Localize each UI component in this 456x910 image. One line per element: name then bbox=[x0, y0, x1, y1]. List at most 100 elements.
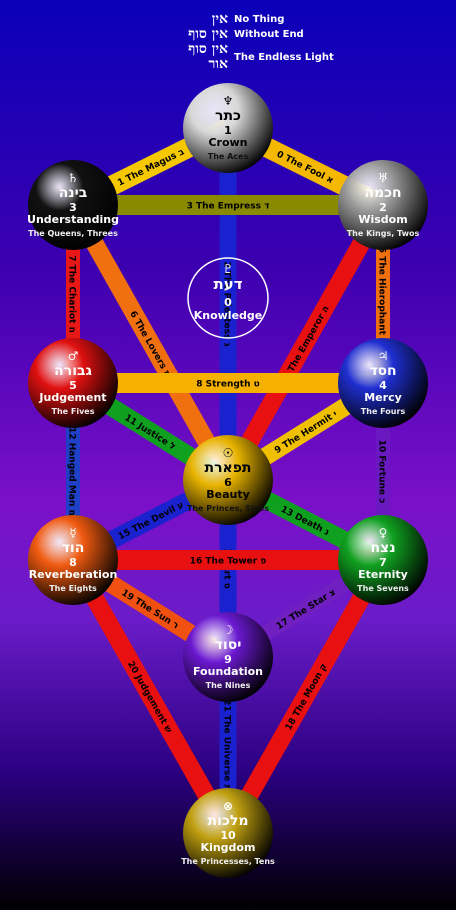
sephira-sphere-6 bbox=[183, 435, 273, 525]
path-label-21: 21 The Universe ת bbox=[222, 699, 232, 790]
sephira-name-10: Kingdom bbox=[201, 841, 256, 854]
daath-number: 0 bbox=[224, 296, 232, 309]
sephira-number-6: 6 bbox=[224, 476, 232, 489]
sephira-name-7: Eternity bbox=[358, 568, 408, 581]
path-label-8: 8 Strength ט bbox=[196, 380, 260, 390]
sephira-symbol-9: ☽ bbox=[223, 623, 234, 637]
sephira-hebrew-2: חכמה bbox=[364, 185, 401, 201]
sephira-symbol-1: ♆ bbox=[223, 94, 234, 108]
path-16: 16 The Tower פ bbox=[73, 550, 383, 570]
path-label-9: 9 The Hermit י bbox=[273, 409, 339, 456]
sephira-sub-9: The Nines bbox=[206, 681, 251, 690]
sephira-hebrew-4: חסד bbox=[369, 363, 396, 379]
sephira-number-3: 3 bbox=[69, 201, 77, 214]
sephira-sub-5: The Fives bbox=[52, 407, 95, 416]
path-band-18 bbox=[220, 555, 391, 838]
sephira-name-4: Mercy bbox=[364, 391, 402, 404]
path-band-6 bbox=[65, 200, 236, 485]
path-label-12: 12 Hanged Man מ bbox=[67, 427, 77, 516]
daath-hebrew: דעת bbox=[213, 275, 242, 293]
sephira-sub-1: The Aces bbox=[208, 152, 249, 161]
path-label-18: 18 The Moon ק bbox=[284, 662, 330, 732]
path-8: 8 Strength ט bbox=[73, 373, 383, 393]
sephira-name-9: Foundation bbox=[193, 665, 263, 678]
sephira-hebrew-8: הוד bbox=[62, 540, 85, 556]
sephira-number-5: 5 bbox=[69, 379, 77, 392]
sephira-hebrew-7: נצח bbox=[370, 540, 395, 556]
sephira-number-2: 2 bbox=[379, 201, 387, 214]
ain-label: No Thing bbox=[234, 14, 285, 25]
sephira-name-1: Crown bbox=[208, 136, 247, 149]
sephira-number-7: 7 bbox=[379, 556, 387, 569]
ain-row-2: אין סוף אור The Endless Light bbox=[170, 42, 370, 72]
path-label-4: 4 The Emperor ה bbox=[282, 304, 332, 382]
sephira-symbol-2: ♅ bbox=[378, 171, 389, 185]
daath-circle bbox=[187, 257, 269, 339]
path-band-20 bbox=[65, 555, 236, 838]
sephira-sphere-10 bbox=[183, 788, 273, 878]
sephira-symbol-5: ♂ bbox=[68, 349, 79, 363]
sephira-hebrew-3: בינה bbox=[59, 185, 88, 201]
sephira-sphere-4 bbox=[338, 338, 428, 428]
path-band-4 bbox=[220, 200, 391, 485]
sephira-number-1: 1 bbox=[224, 124, 232, 137]
path-label-2: 2 The Priestess ג bbox=[222, 261, 232, 346]
sephira-sub-2: The Kings, Twos bbox=[347, 229, 420, 238]
path-label-15: 15 The Devil ע bbox=[117, 500, 186, 542]
sephira-sphere-8 bbox=[28, 515, 118, 605]
sephira-number-10: 10 bbox=[220, 829, 236, 842]
path-3: 3 The Empress ד bbox=[73, 195, 383, 215]
sephira-symbol-3: ♄ bbox=[68, 171, 79, 185]
path-label-6: 6 The Lovers ז bbox=[127, 310, 171, 378]
sephira-symbol-4: ♃ bbox=[378, 349, 389, 363]
ain-soph-aur-hebrew: אין סוף אור bbox=[188, 41, 228, 72]
sephira-number-9: 9 bbox=[224, 653, 232, 666]
sephira-sphere-7 bbox=[338, 515, 428, 605]
sephira-sub-3: The Queens, Threes bbox=[28, 229, 118, 238]
sephira-sphere-2 bbox=[338, 160, 428, 250]
sephira-sphere-3 bbox=[28, 160, 118, 250]
ain-soph-label: Without End bbox=[234, 29, 304, 40]
sephira-sub-10: The Princesses, Tens bbox=[181, 857, 275, 866]
sephira-name-3: Understanding bbox=[27, 213, 119, 226]
sephira-hebrew-9: יסוד bbox=[215, 637, 242, 653]
ain-row-1: אין סוף Without End bbox=[170, 27, 370, 42]
sephira-sub-7: The Sevens bbox=[357, 584, 409, 593]
path-2: 2 The Priestess ג bbox=[219, 128, 237, 480]
sephira-hebrew-10: מלכות bbox=[208, 813, 249, 829]
sephira-hebrew-5: גבורה bbox=[54, 363, 92, 379]
sephira-sphere-5 bbox=[28, 338, 118, 428]
path-label-3: 3 The Empress ד bbox=[187, 202, 270, 212]
sephira-sub-6: The Princes, Sixes bbox=[187, 504, 269, 513]
sephira-name-2: Wisdom bbox=[358, 213, 407, 226]
sephira-number-4: 4 bbox=[379, 379, 387, 392]
sephira-symbol-10: ⊗ bbox=[223, 799, 233, 813]
sephira-hebrew-1: כתר bbox=[215, 108, 241, 124]
path-label-16: 16 The Tower פ bbox=[190, 557, 267, 567]
sephira-hebrew-6: תפארת bbox=[205, 460, 252, 476]
path-label-5: 5 The Hierophant ו bbox=[377, 247, 387, 341]
ain-soph-aur-label: The Endless Light bbox=[234, 51, 334, 63]
ain-row-0: אין No Thing bbox=[170, 12, 370, 27]
path-label-17: 17 The Star צ bbox=[275, 588, 338, 632]
path-label-19: 19 The Sun ר bbox=[119, 588, 180, 631]
path-label-7: 7 The Chariot ח bbox=[67, 255, 77, 333]
sephira-name-6: Beauty bbox=[206, 488, 250, 501]
daath-name: Knowledge bbox=[194, 309, 263, 322]
ain-soph-hebrew: אין סוף bbox=[188, 26, 228, 42]
sephira-sub-8: The Eights bbox=[49, 584, 97, 593]
